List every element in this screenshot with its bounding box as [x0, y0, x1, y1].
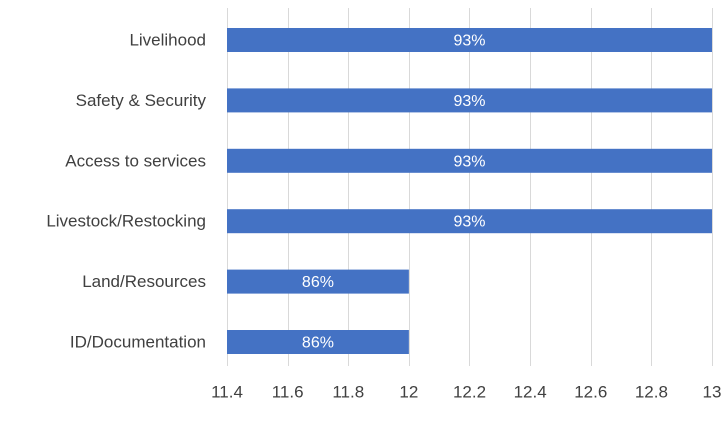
bar [227, 88, 712, 113]
bar [227, 209, 712, 234]
bar [227, 269, 409, 294]
data-label: 93% [453, 214, 485, 231]
x-tick-label: 11.6 [272, 383, 304, 402]
category-label: Livestock/Restocking [46, 212, 206, 231]
data-label: 86% [302, 335, 334, 352]
x-tick-label: 12.4 [514, 383, 547, 402]
category-label: Safety & Security [76, 91, 207, 110]
gridlines [227, 8, 713, 366]
x-tick-label: 12.2 [453, 383, 486, 402]
x-tick-label: 11.8 [332, 383, 364, 402]
data-label: 93% [453, 153, 485, 170]
bar [227, 330, 409, 354]
data-labels: 93% 93% 93% 93% 86% 86% [302, 33, 486, 352]
data-label: 93% [453, 93, 485, 110]
category-label: Livelihood [129, 31, 206, 50]
x-tick-label: 13 [703, 383, 722, 402]
x-axis-ticks: 11.4 11.6 11.8 12 12.2 12.4 12.6 12.8 13 [211, 383, 721, 402]
x-tick-label: 11.4 [211, 383, 243, 402]
bars [227, 28, 712, 354]
data-label: 86% [302, 274, 334, 291]
x-tick-label: 12.6 [574, 383, 607, 402]
x-tick-label: 12 [399, 383, 418, 402]
category-label: ID/Documentation [70, 333, 206, 352]
bar [227, 28, 712, 52]
category-label: Land/Resources [82, 272, 206, 291]
data-label: 93% [453, 33, 485, 50]
category-label: Access to services [65, 151, 206, 170]
x-tick-label: 12.8 [635, 383, 668, 402]
bar [227, 148, 712, 173]
category-labels: Livelihood Safety & Security Access to ser… [46, 31, 206, 352]
